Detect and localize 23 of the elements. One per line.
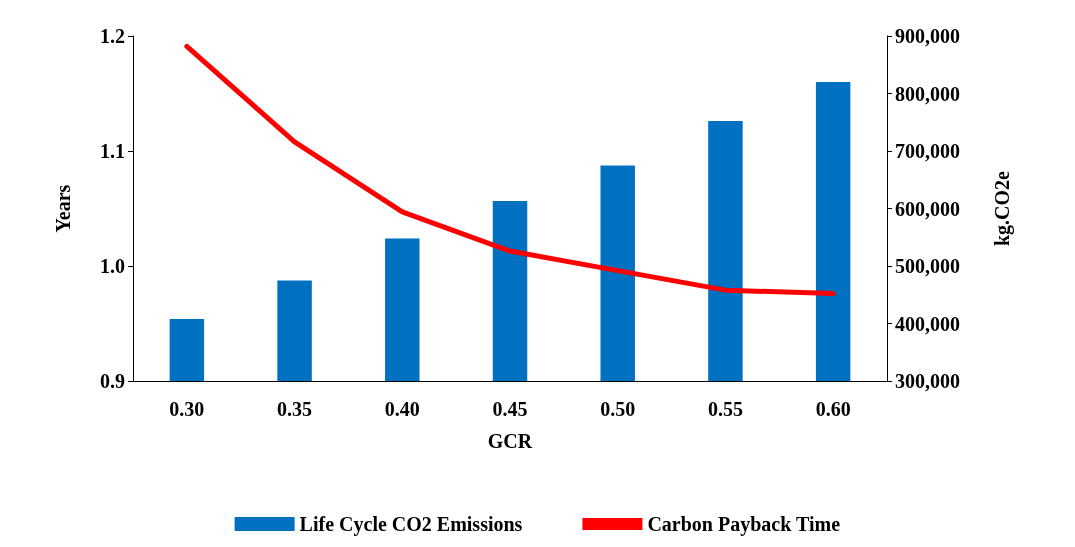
y2-tick-label: 800,000	[895, 82, 960, 105]
x-axis-title: GCR	[487, 430, 533, 452]
x-tick-label: 0.60	[815, 398, 851, 420]
y-tick-label: 1.0	[100, 255, 125, 277]
x-tick-label: 0.45	[492, 398, 528, 420]
y2-axis-title: kg.CO2e	[991, 170, 1014, 246]
y-axis-title: Years	[52, 184, 74, 233]
x-tick-label: 0.55	[707, 398, 743, 420]
y2-tick-label: 600,000	[895, 197, 960, 220]
legend-label: Life Cycle CO2 Emissions	[299, 513, 523, 536]
x-tick-label: 0.40	[384, 398, 420, 420]
x-tick-label: 0.30	[169, 398, 205, 420]
y2-tick-label: 400,000	[895, 312, 960, 335]
y-tick-label: 0.9	[100, 370, 125, 392]
y-tick-label: 1.1	[100, 140, 125, 162]
y2-tick-label: 900,000	[895, 25, 960, 47]
x-tick-label: 0.35	[277, 398, 313, 420]
legend-label: Carbon Payback Time	[647, 513, 841, 536]
y-tick-label: 1.2	[100, 25, 125, 47]
y2-tick-label: 500,000	[895, 255, 960, 277]
x-tick-label: 0.50	[600, 398, 636, 420]
y2-tick-label: 700,000	[895, 140, 960, 162]
y2-tick-label: 300,000	[895, 370, 960, 392]
